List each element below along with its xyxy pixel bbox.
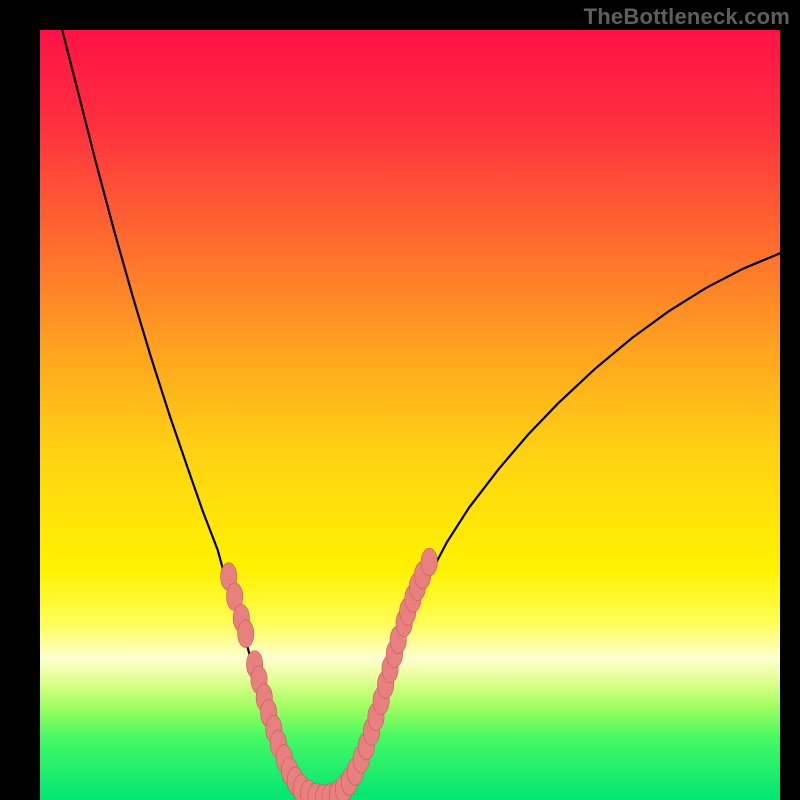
gradient-background: [40, 30, 780, 800]
bead-left: [238, 620, 254, 648]
chart-svg: [40, 30, 780, 800]
chart-frame: TheBottleneck.com: [0, 0, 800, 800]
bead-right: [421, 548, 437, 576]
watermark-text: TheBottleneck.com: [584, 4, 790, 30]
plot-area: [40, 30, 780, 800]
